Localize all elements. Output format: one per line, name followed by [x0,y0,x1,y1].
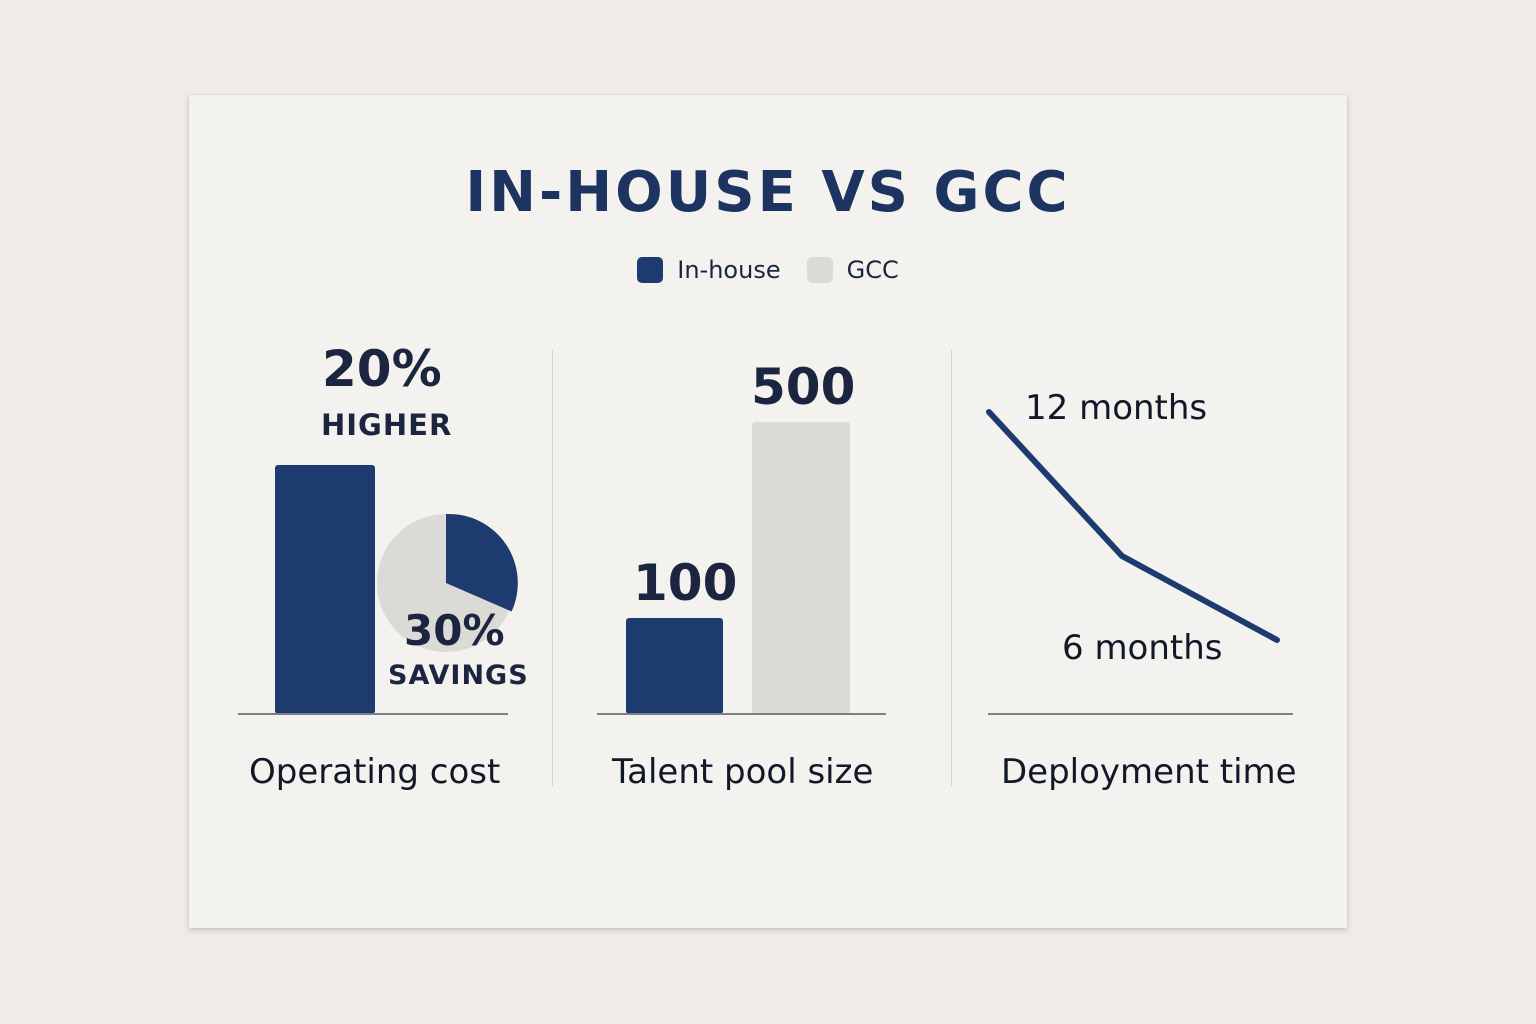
legend-swatch-gcc [806,257,833,283]
inhouse-talent-value: 100 [633,554,738,612]
savings-value: 30% [404,606,505,655]
talent-gcc-bar [752,422,850,714]
operating-cost-value: 20% [322,340,442,398]
legend-swatch-inhouse [637,257,664,283]
deployment-line-chart [986,409,1280,643]
panel-divider-2 [951,350,952,786]
deployment-axis [988,713,1293,715]
category-talent-pool-size: Talent pool size [612,752,874,792]
legend-item-gcc: GCC [806,256,899,284]
legend: In-house GCC [0,256,1536,284]
gcc-talent-value: 500 [751,358,856,416]
savings-label: SAVINGS [388,660,529,691]
chart-title: IN-HOUSE VS GCC [465,160,1071,225]
talent-axis [597,713,886,715]
legend-label-inhouse: In-house [677,256,781,284]
category-deployment-time: Deployment time [1001,752,1297,792]
deployment-end-label: 6 months [1062,628,1223,668]
operating-cost-inhouse-bar [275,465,375,714]
operating-cost-label: HIGHER [321,408,453,442]
savings-pie-chart [377,513,518,652]
operating-cost-axis [238,713,508,715]
legend-item-inhouse: In-house [637,256,781,284]
panel-divider-1 [552,350,553,786]
talent-inhouse-bar [626,618,723,714]
category-operating-cost: Operating cost [249,752,501,792]
legend-label-gcc: GCC [846,256,899,284]
deployment-start-label: 12 months [1025,388,1208,428]
